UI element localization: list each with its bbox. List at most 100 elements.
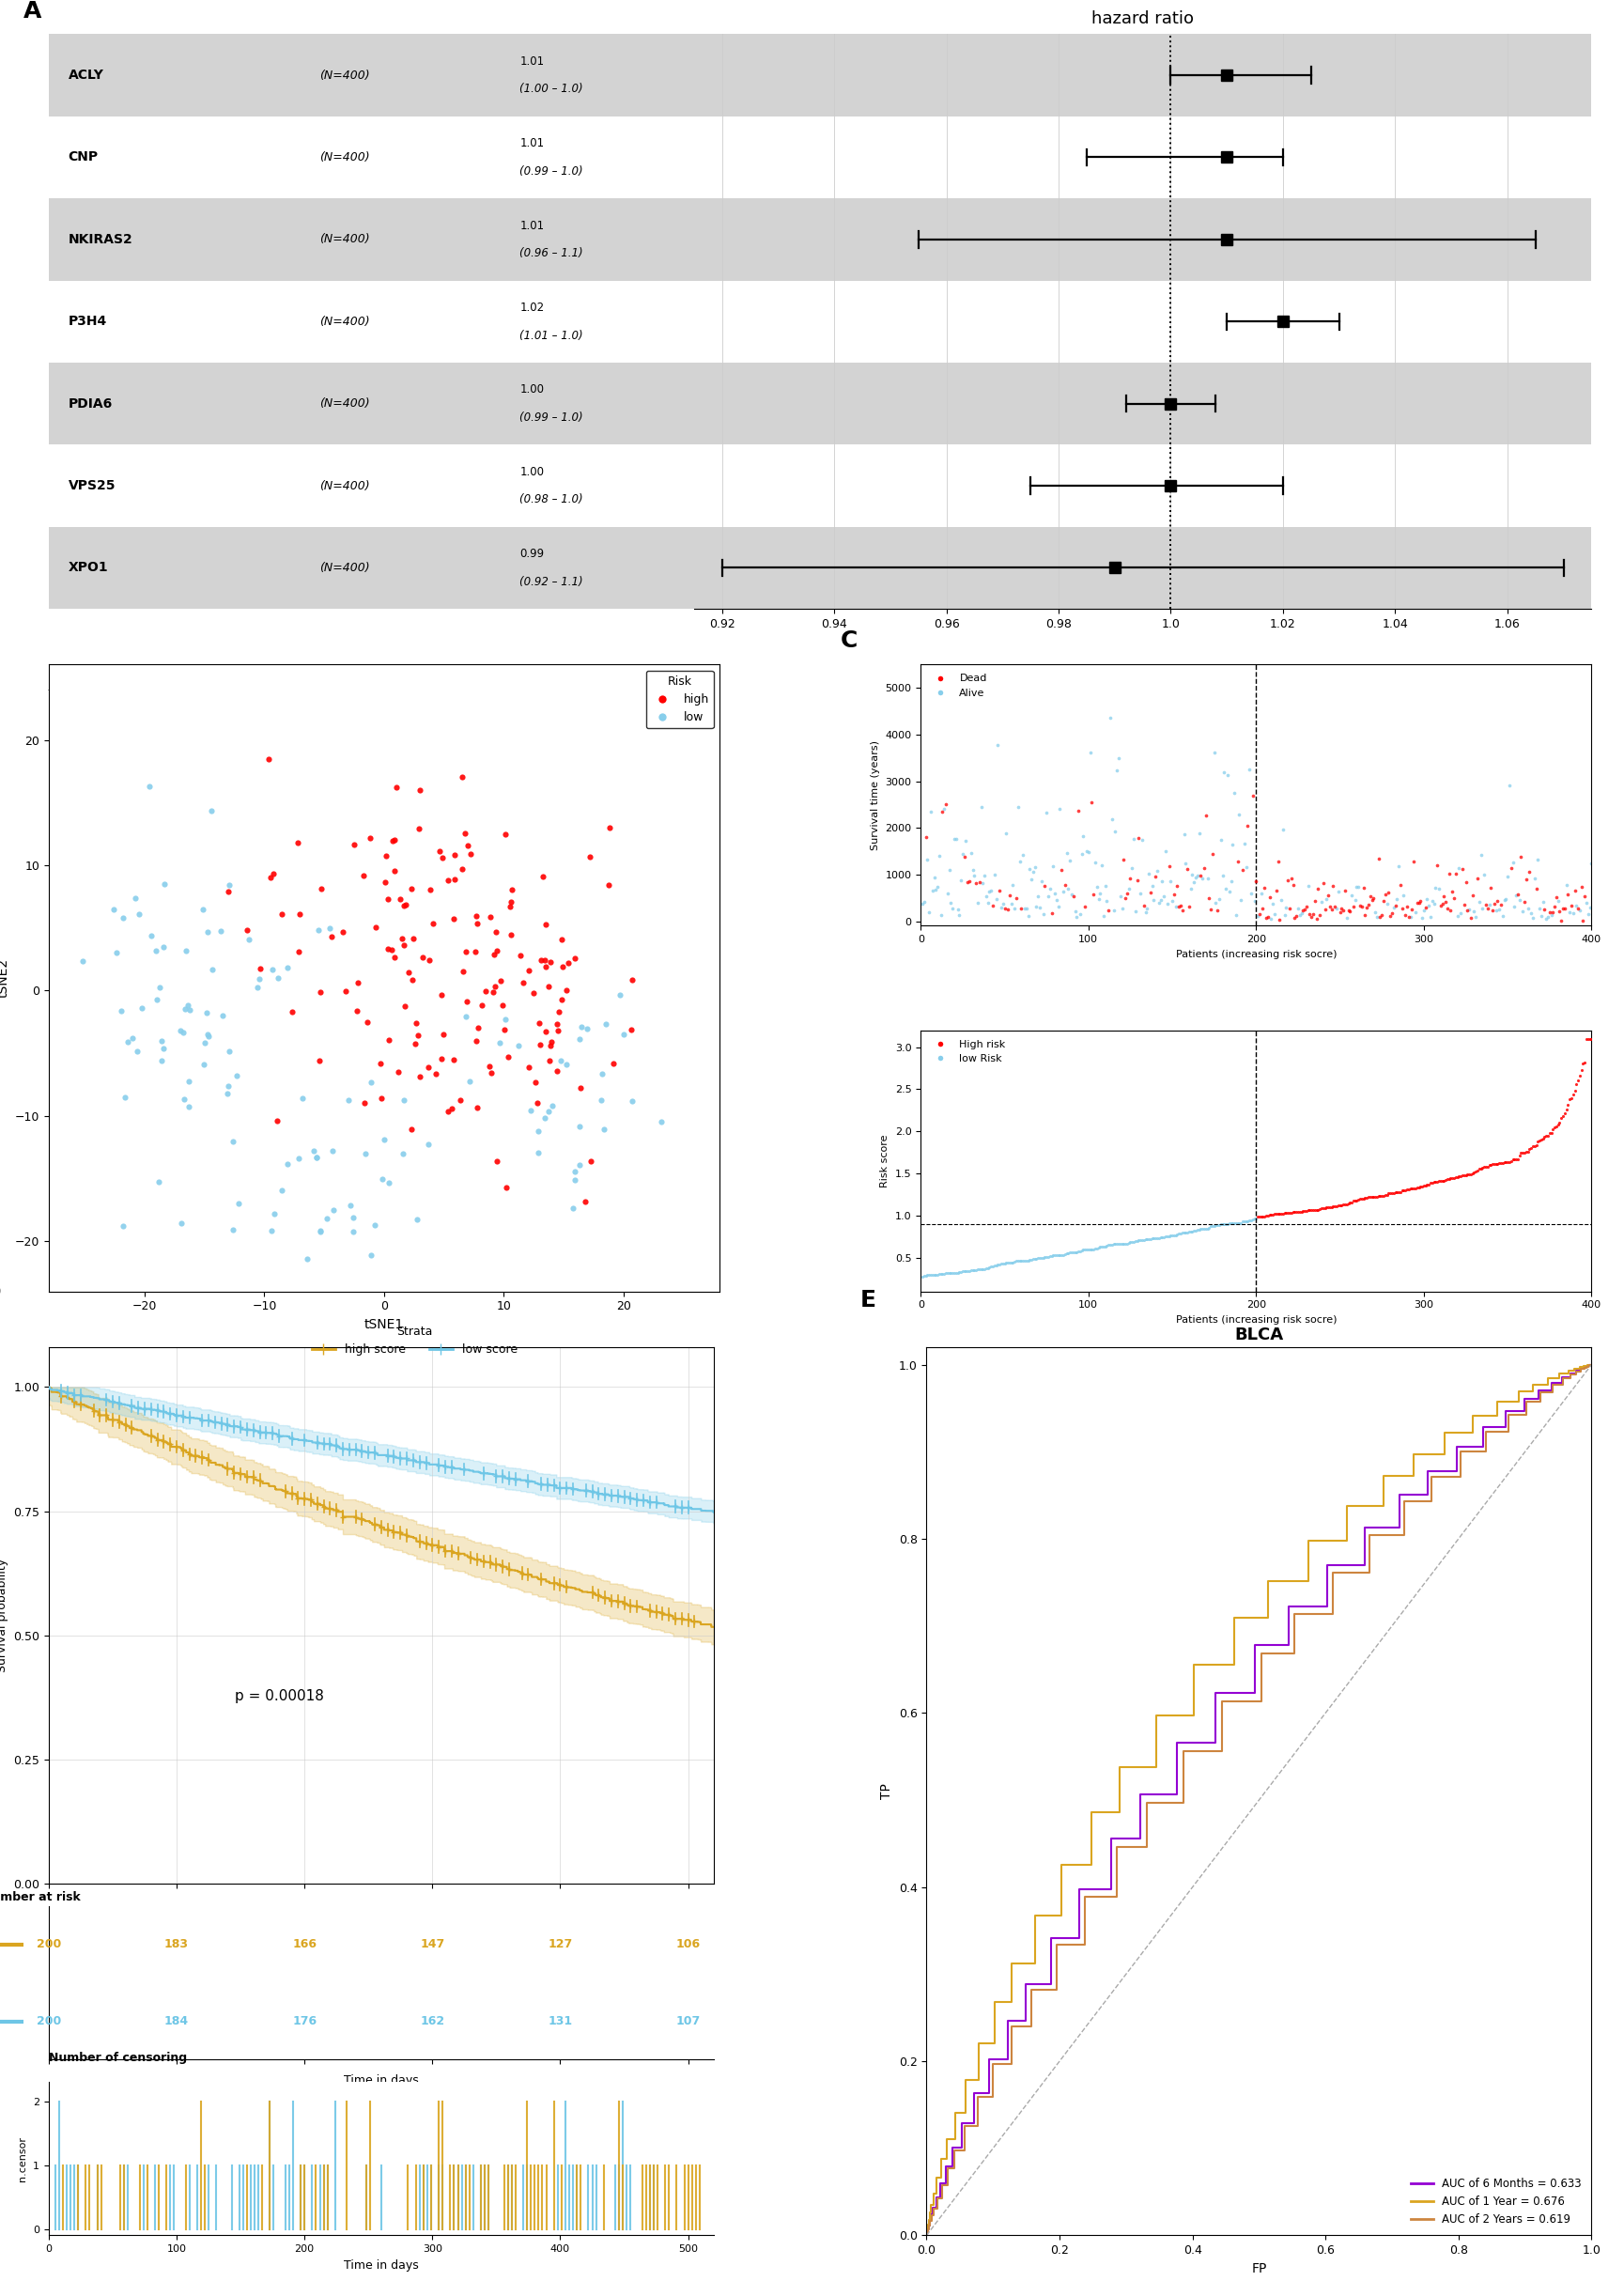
Point — [258, 860, 284, 896]
Point — [1173, 1213, 1199, 1250]
Point — [1018, 1241, 1044, 1277]
Point — [1293, 887, 1319, 924]
Point — [1064, 899, 1090, 935]
Point — [1442, 1159, 1468, 1195]
Point — [216, 874, 242, 910]
Point — [1341, 883, 1367, 919]
Point — [1562, 1072, 1588, 1109]
Point — [1505, 1140, 1531, 1177]
Point — [287, 896, 313, 933]
Point — [1057, 842, 1083, 878]
Point — [1054, 1234, 1080, 1271]
Point — [994, 1245, 1020, 1282]
Point — [1335, 1186, 1361, 1223]
Point — [1177, 871, 1203, 908]
Point — [450, 953, 476, 990]
Point — [1283, 1193, 1309, 1229]
Point — [464, 1088, 490, 1125]
Point — [1234, 807, 1260, 844]
Point — [1478, 1147, 1504, 1184]
Point — [538, 1026, 564, 1063]
Point — [1312, 892, 1338, 928]
Point — [1186, 814, 1212, 851]
Point — [442, 901, 468, 937]
Point — [359, 1236, 385, 1273]
Point — [1276, 1195, 1302, 1232]
Point — [1043, 1236, 1069, 1273]
Point — [1327, 894, 1353, 931]
Point — [1289, 892, 1315, 928]
Point — [1567, 1056, 1593, 1093]
Point — [1077, 1232, 1103, 1268]
Point — [1163, 887, 1189, 924]
Point — [1335, 892, 1361, 928]
Point — [1098, 1227, 1124, 1264]
Point — [1009, 890, 1034, 926]
Point — [1501, 887, 1527, 924]
Point — [1112, 1225, 1138, 1261]
Point — [234, 912, 260, 949]
Point — [481, 974, 507, 1010]
Point — [1317, 887, 1343, 924]
Point — [1259, 1198, 1285, 1234]
Point — [554, 972, 580, 1008]
Point — [1333, 899, 1359, 935]
Point — [305, 912, 331, 949]
Point — [1226, 796, 1252, 833]
Point — [1402, 844, 1427, 880]
Point — [1374, 1177, 1400, 1213]
Point — [533, 1013, 559, 1049]
Point — [1492, 1145, 1518, 1182]
Point — [1551, 1095, 1577, 1131]
Point — [979, 887, 1005, 924]
Point — [1567, 892, 1593, 928]
Point — [1432, 1161, 1458, 1198]
Point — [492, 1001, 518, 1038]
Point — [369, 1079, 395, 1115]
Point — [1447, 894, 1473, 931]
Point — [927, 896, 953, 933]
Point — [1376, 874, 1402, 910]
Point — [1400, 1170, 1426, 1207]
Point — [1012, 890, 1038, 926]
Point — [1080, 876, 1106, 912]
Point — [1286, 1193, 1312, 1229]
Point — [1293, 1193, 1319, 1229]
Point — [1348, 887, 1374, 924]
Point — [996, 1245, 1021, 1282]
Point — [1408, 883, 1434, 919]
Point — [989, 1245, 1015, 1282]
Point — [1418, 1163, 1444, 1200]
Point — [1559, 1081, 1585, 1118]
Point — [1083, 869, 1109, 906]
Point — [1527, 890, 1553, 926]
Point — [960, 1252, 986, 1289]
Point — [416, 1049, 442, 1086]
Point — [1047, 1236, 1073, 1273]
Point — [1026, 890, 1052, 926]
Point — [1445, 849, 1471, 885]
Point — [966, 1250, 992, 1286]
Bar — [49, 34, 693, 116]
Point — [497, 917, 523, 953]
Point — [148, 1042, 174, 1079]
Point — [1570, 1045, 1596, 1081]
Point — [1031, 1239, 1057, 1275]
Point — [1034, 1239, 1060, 1275]
Point — [1369, 1177, 1395, 1213]
Point — [1179, 855, 1205, 892]
Point — [1343, 869, 1369, 906]
Point — [1444, 1159, 1470, 1195]
Point — [1504, 1140, 1530, 1177]
Point — [1471, 1150, 1497, 1186]
Point — [1489, 899, 1515, 935]
Point — [970, 1250, 996, 1286]
Point — [451, 814, 477, 851]
Bar — [693, 527, 1592, 609]
Point — [427, 833, 453, 869]
Point — [1241, 883, 1267, 919]
Point — [1486, 892, 1512, 928]
Text: (N=400): (N=400) — [320, 68, 370, 82]
Point — [1523, 869, 1549, 906]
Point — [1101, 1225, 1127, 1261]
